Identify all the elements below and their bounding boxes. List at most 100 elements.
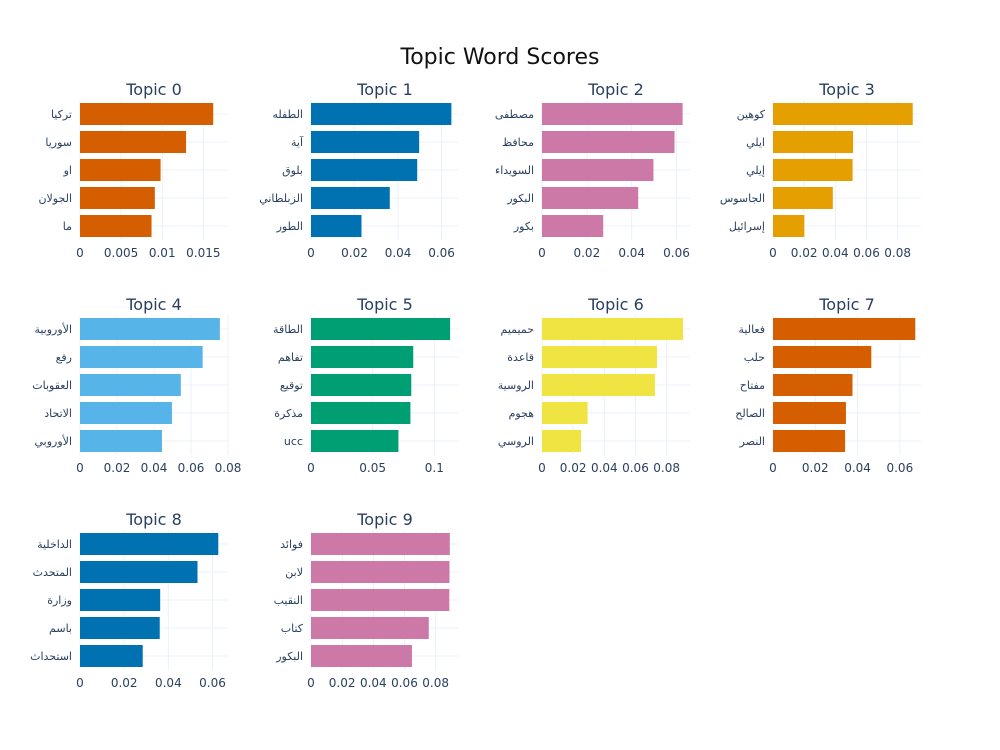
bar bbox=[80, 215, 152, 237]
x-tick-label: 0.02 bbox=[341, 246, 368, 260]
panel-title: Topic 8 bbox=[125, 510, 182, 529]
bar bbox=[542, 159, 654, 181]
x-tick-label: 0.08 bbox=[215, 461, 242, 475]
bar bbox=[80, 533, 219, 555]
category-label: إيلي bbox=[746, 164, 765, 177]
panel-title: Topic 2 bbox=[587, 80, 644, 99]
bar bbox=[773, 215, 805, 237]
bar bbox=[80, 589, 161, 611]
category-label: الروسي bbox=[498, 435, 534, 448]
x-tick-label: 0 bbox=[307, 676, 315, 690]
bar bbox=[80, 159, 161, 181]
bar bbox=[773, 131, 854, 153]
bar bbox=[311, 159, 418, 181]
category-label: او bbox=[63, 164, 72, 177]
category-label: بلوق bbox=[282, 164, 303, 177]
category-label: استحداث bbox=[30, 650, 72, 663]
panel-title: Topic 9 bbox=[356, 510, 413, 529]
topic-panel-6: Topic 6 0 0.02 0.04 0.06 0.08 حميميم قاعدة الروس… bbox=[498, 295, 690, 475]
category-label: ايلي bbox=[746, 136, 765, 149]
bar bbox=[311, 561, 450, 583]
bar bbox=[80, 645, 143, 667]
bar bbox=[773, 187, 833, 209]
topic-panel-4: Topic 4 0 0.02 0.04 0.06 0.08 الأوروبية رفع العق… bbox=[32, 295, 241, 475]
category-label: فعالية bbox=[739, 323, 766, 336]
bar bbox=[773, 159, 853, 181]
bar bbox=[542, 131, 675, 153]
category-label: مذكرة bbox=[274, 407, 303, 420]
bar bbox=[311, 430, 399, 452]
category-label: مفتاح bbox=[740, 379, 765, 392]
category-label: مصطفى bbox=[495, 108, 534, 121]
x-tick-label: 0.08 bbox=[653, 461, 680, 475]
category-label: فوائد bbox=[280, 538, 303, 551]
topic-panel-8: Topic 8 0 0.02 0.04 0.06 الداخلية المتحدث وزارة… bbox=[30, 510, 228, 690]
category-label: آية bbox=[291, 135, 304, 149]
category-label: ما bbox=[63, 220, 72, 233]
x-tick-label: 0.06 bbox=[199, 676, 226, 690]
bar bbox=[542, 346, 657, 368]
panel-title: Topic 0 bbox=[125, 80, 182, 99]
category-label: بكور bbox=[513, 220, 534, 233]
x-tick-label: 0.08 bbox=[422, 676, 449, 690]
x-tick-label: 0 bbox=[769, 246, 777, 260]
category-label: باسم bbox=[49, 622, 72, 635]
bar bbox=[542, 187, 639, 209]
category-label: إسرائيل bbox=[729, 220, 765, 233]
bar bbox=[311, 346, 414, 368]
topic-panel-9: Topic 9 0 0.02 0.04 0.06 0.08 فوائد لابن النقيب ك… bbox=[274, 510, 459, 690]
category-label: لابن bbox=[285, 566, 303, 579]
x-tick-label: 0.02 bbox=[104, 461, 131, 475]
x-tick-label: 0.06 bbox=[622, 461, 649, 475]
category-label: البكور bbox=[506, 192, 534, 205]
bar bbox=[80, 346, 203, 368]
category-label: ucc bbox=[284, 435, 303, 448]
bar bbox=[311, 645, 412, 667]
bar bbox=[311, 402, 411, 424]
panels-container: Topic 0 0 0.005 0.01 0.015 تركيا سوريا او الجولا… bbox=[30, 80, 921, 690]
x-tick-label: 0.02 bbox=[329, 676, 356, 690]
category-label: تفاهم bbox=[278, 351, 303, 364]
topic-panel-2: Topic 2 0 0.02 0.04 0.06 مصطفى محافظ السويداء ال… bbox=[495, 80, 690, 260]
category-label: الجولان bbox=[38, 192, 72, 205]
x-tick-label: 0 bbox=[307, 461, 315, 475]
bar bbox=[311, 215, 362, 237]
x-tick-label: 0 bbox=[76, 246, 84, 260]
category-label: رفع bbox=[56, 351, 72, 364]
category-label: الطاقة bbox=[273, 323, 303, 336]
category-label: الروسية bbox=[498, 379, 534, 392]
x-tick-label: 0.1 bbox=[425, 461, 444, 475]
category-label: حلب bbox=[744, 351, 765, 364]
topic-panel-7: Topic 7 0 0.02 0.04 0.06 فعالية حلب مفتاح الصالح… bbox=[735, 295, 921, 475]
x-tick-label: 0 bbox=[76, 461, 84, 475]
bar bbox=[542, 318, 683, 340]
x-tick-label: 0.02 bbox=[802, 461, 829, 475]
bar bbox=[773, 346, 872, 368]
x-tick-label: 0.015 bbox=[186, 246, 220, 260]
bar bbox=[542, 402, 588, 424]
x-tick-label: 0 bbox=[769, 461, 777, 475]
topic-panel-0: Topic 0 0 0.005 0.01 0.015 تركيا سوريا او الجولا… bbox=[38, 80, 228, 260]
topic-panel-3: Topic 3 0 0.02 0.04 0.06 0.08 كوهين ايلي إيلي الج… bbox=[720, 80, 921, 260]
category-label: العقوبات bbox=[32, 379, 72, 392]
bar bbox=[80, 318, 220, 340]
bar bbox=[80, 430, 162, 452]
x-tick-label: 0.04 bbox=[155, 676, 182, 690]
x-tick-label: 0.06 bbox=[886, 461, 913, 475]
bar bbox=[80, 103, 214, 125]
category-label: الطور bbox=[276, 220, 303, 233]
bar bbox=[311, 103, 452, 125]
category-label: الاتحاد bbox=[44, 407, 72, 420]
bar bbox=[80, 561, 198, 583]
category-label: النصر bbox=[739, 435, 765, 448]
x-tick-label: 0.005 bbox=[104, 246, 138, 260]
x-tick-label: 0.05 bbox=[359, 461, 386, 475]
category-label: وزارة bbox=[47, 594, 72, 607]
bar bbox=[80, 187, 155, 209]
category-label: محافظ bbox=[502, 136, 534, 149]
x-tick-label: 0.04 bbox=[385, 246, 412, 260]
x-tick-label: 0.02 bbox=[560, 461, 587, 475]
category-label: الجاسوس bbox=[720, 192, 765, 205]
x-tick-label: 0.04 bbox=[591, 461, 618, 475]
